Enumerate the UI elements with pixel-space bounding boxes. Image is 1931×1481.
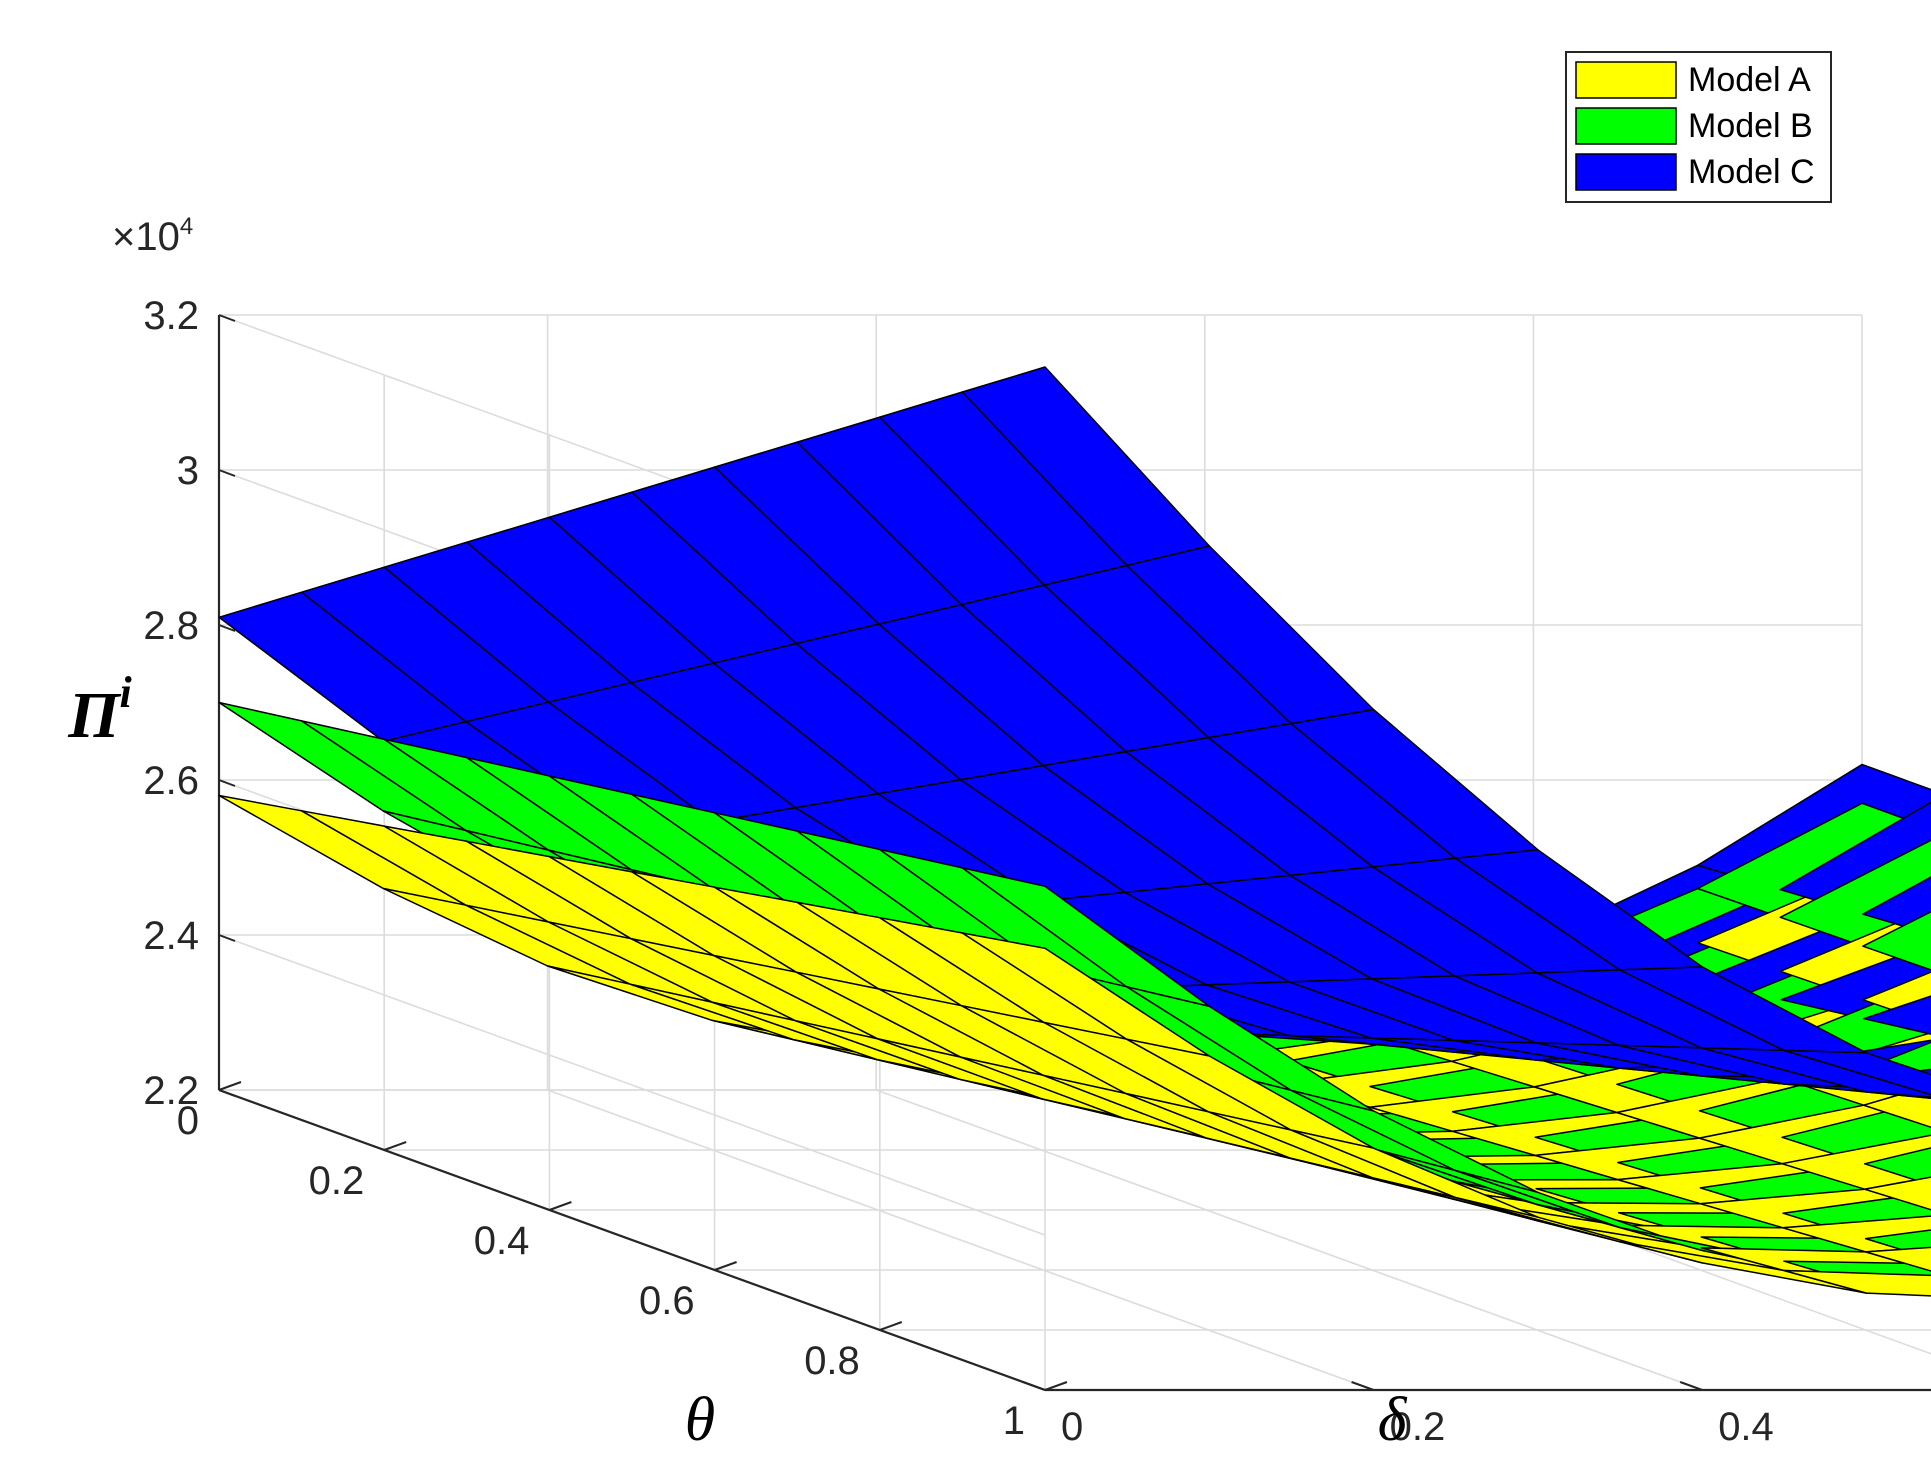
theta-tick-label-2: 0.4 [474,1219,530,1263]
legend-model-b-label: Model B [1688,107,1813,145]
legend-model-c-label: Model C [1688,153,1815,191]
series-model-c-face-9-5 [1783,1049,1931,1096]
z-tick-label-2: 2.6 [143,759,199,803]
delta-tick-mark-0 [1022,1381,1046,1391]
legend: Model A Model B Model C [1565,51,1832,203]
delta-tick-mark-2 [1679,1381,1703,1391]
z-axis-multiplier: ×104 [112,213,193,259]
series-model-a-face-5-7 [1781,1134,1931,1190]
theta-tick-label-0: 0 [177,1099,199,1143]
legend-model-b-swatch [1575,107,1677,145]
series-model-b-face-0-9 [1696,802,1931,919]
series-model-a-face-9-5 [1783,1269,1931,1297]
z-tick-label-0: 2.2 [143,1069,199,1113]
theta-tick-mark-5 [1044,1381,1068,1391]
theta-tick-mark-4 [879,1321,903,1331]
z-tick-label-5: 3.2 [143,294,199,338]
theta-tick-mark-0 [218,1081,242,1091]
delta-tick-mark-1 [1351,1381,1374,1391]
theta-tick-label-1: 0.2 [309,1159,365,1203]
theta-tick-mark-3 [714,1261,737,1271]
z-tick-label-4: 3 [177,449,199,493]
z-tick-mark-3 [218,624,236,632]
tick-label-layer: 00.20.40.60.8100.20.40.60.812.22.42.62.8… [143,294,1774,1449]
delta-tick-label-1: 0.2 [1390,1405,1446,1449]
grid-floor-delta-1 [547,1089,1374,1391]
z-tick-mark-5 [218,314,236,322]
series-model-b-face-2-9 [1862,910,1931,971]
z-axis-title: Πi [67,668,132,752]
z-tick-mark-0 [218,1089,236,1097]
z-tick-mark-1 [218,934,236,942]
theta-tick-mark-1 [383,1141,407,1151]
x-axis-title: θ [685,1386,715,1454]
delta-tick-label-2: 0.4 [1718,1405,1774,1449]
series-model-a-face-6-7 [1863,1176,1931,1211]
legend-model-c-swatch [1575,153,1677,191]
delta-tick-label-0: 0 [1061,1405,1083,1449]
theta-tick-label-5: 1 [1003,1399,1025,1443]
z-axis-title-superscript: i [120,668,133,717]
theta-tick-label-3: 0.6 [639,1279,695,1323]
series-model-c-face-4-8 [1863,995,1931,1035]
surface-layer [218,366,1931,1297]
legend-model-a-swatch [1575,61,1677,99]
z-tick-mark-2 [218,779,236,787]
series-model-c-face-8-5 [1700,1047,1931,1099]
series-model-a-face-8-6 [1864,1246,1931,1272]
series-model-c-face-8-6 [1864,1091,1931,1099]
legend-model-a-label: Model A [1688,61,1811,99]
z-tick-label-3: 2.8 [143,604,199,648]
grid-floor-delta-2 [875,1089,1703,1391]
y-axis-title: δ [1378,1386,1408,1454]
z-tick-label-1: 2.4 [143,914,199,958]
z-tick-mark-4 [218,469,236,477]
z-axis-multiplier-exponent: 4 [180,213,193,240]
theta-tick-label-4: 0.8 [804,1339,860,1383]
theta-tick-mark-2 [549,1201,572,1211]
theta-axis-line [218,1088,1046,1392]
